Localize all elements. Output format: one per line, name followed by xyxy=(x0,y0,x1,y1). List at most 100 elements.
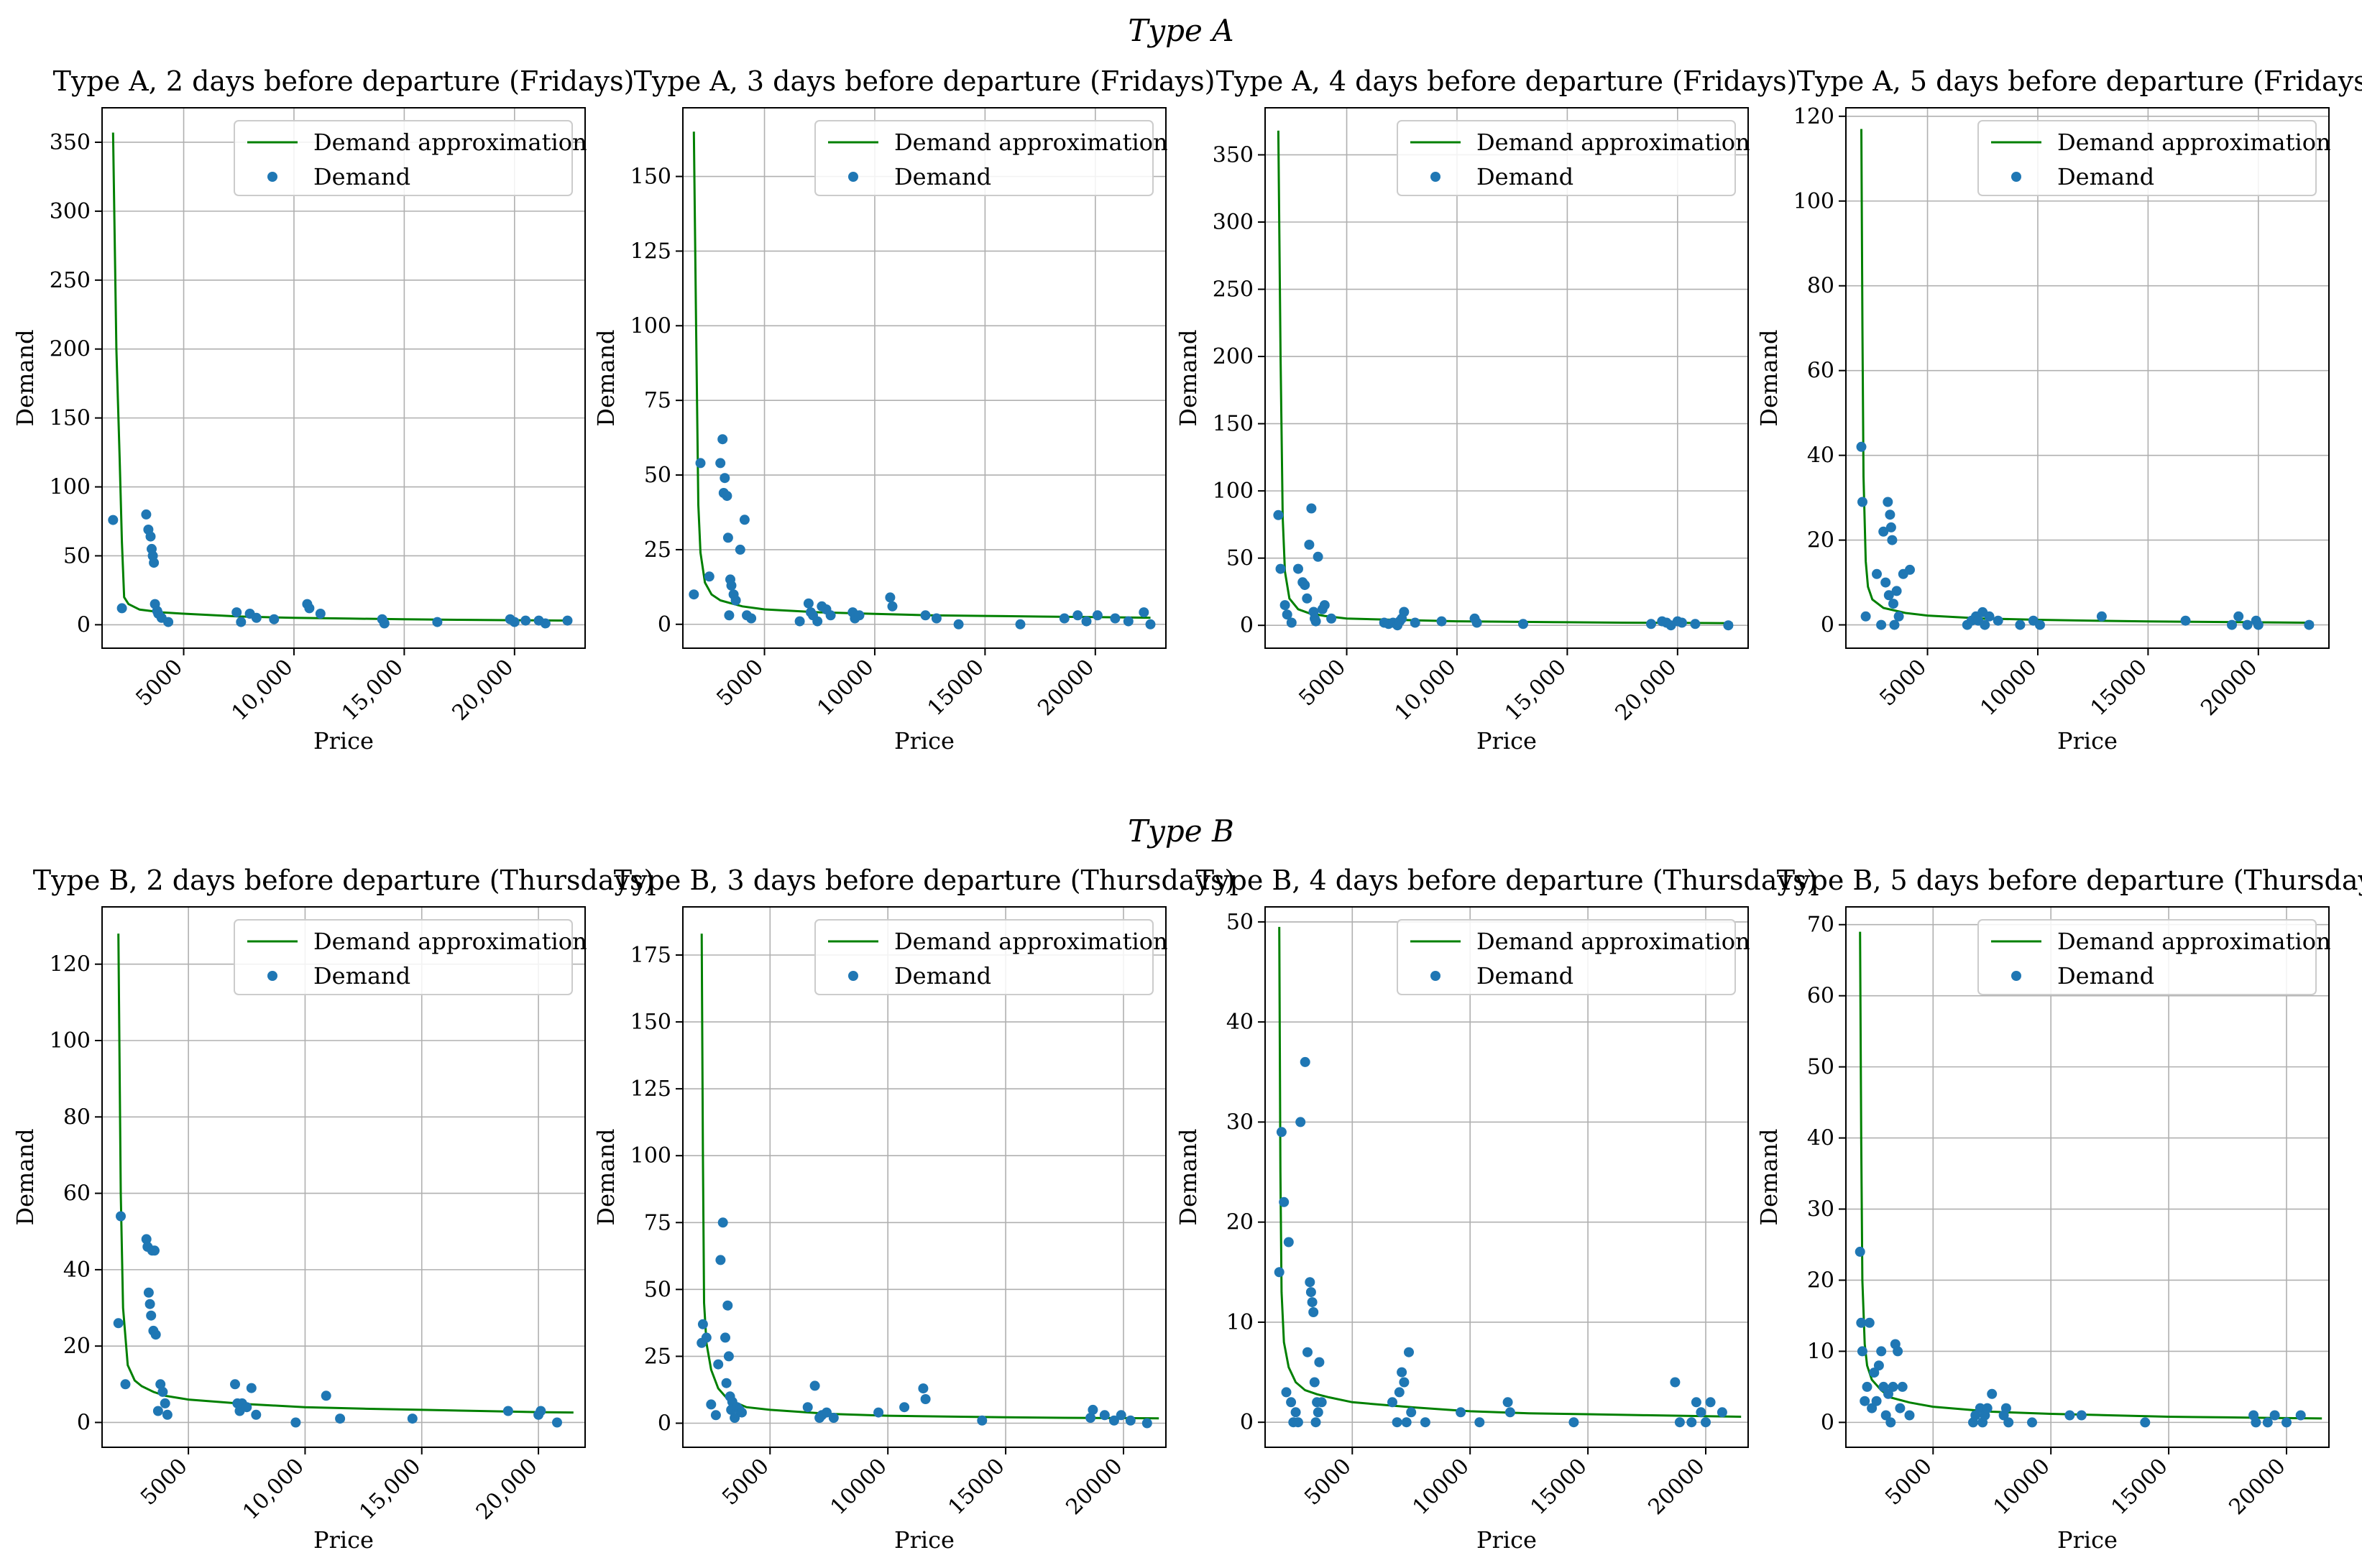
y-tick-label: 100 xyxy=(630,1143,671,1168)
legend-label-demand: Demand xyxy=(1476,962,1573,990)
data-point xyxy=(2253,619,2264,630)
data-point xyxy=(1059,613,1070,624)
data-point xyxy=(1856,1317,1867,1328)
data-point xyxy=(1876,1346,1887,1357)
data-point xyxy=(1883,590,1894,601)
data-point xyxy=(432,617,443,627)
data-point xyxy=(1717,1407,1727,1418)
data-point xyxy=(899,1402,910,1413)
data-point xyxy=(116,603,127,614)
data-point xyxy=(701,1332,712,1343)
y-tick-label: 125 xyxy=(630,239,671,264)
data-point xyxy=(854,610,865,621)
data-point xyxy=(920,610,931,621)
data-point xyxy=(715,458,726,469)
y-tick-label: 120 xyxy=(50,952,91,977)
y-tick-label: 80 xyxy=(63,1104,91,1130)
data-point xyxy=(155,1379,166,1390)
x-tick-label: 10000 xyxy=(1975,655,2041,721)
series-line-demand-approximation xyxy=(1278,926,1742,1418)
y-tick-label: 100 xyxy=(1213,479,1254,504)
data-point xyxy=(1885,1417,1896,1428)
y-tick-label: 100 xyxy=(50,475,91,500)
legend-label-demand-approximation: Demand approximation xyxy=(1476,129,1750,156)
data-point xyxy=(1139,607,1149,618)
y-tick-label: 10 xyxy=(1226,1310,1254,1335)
y-tick-label: 0 xyxy=(1240,613,1254,638)
data-point xyxy=(1274,1267,1285,1278)
data-point xyxy=(1855,1246,1865,1257)
data-point xyxy=(162,1409,173,1420)
data-point xyxy=(1314,1357,1325,1368)
legend-box xyxy=(1977,919,2317,995)
chart-title: Type A, 3 days before departure (Fridays… xyxy=(634,65,1216,97)
axes-frame xyxy=(1264,107,1749,649)
axes-frame xyxy=(101,906,586,1448)
data-point xyxy=(407,1413,418,1424)
data-point xyxy=(1279,600,1290,611)
y-tick-label: 0 xyxy=(77,1410,91,1435)
data-point xyxy=(113,1318,124,1329)
y-tick-label: 25 xyxy=(644,538,671,563)
y-tick-label: 25 xyxy=(644,1344,671,1369)
legend-box xyxy=(1977,120,2317,196)
data-point xyxy=(1116,1410,1126,1421)
x-tick-label: 20,000 xyxy=(1610,655,1681,726)
y-tick-label: 0 xyxy=(1821,1410,1834,1435)
x-tick-label: 5000 xyxy=(712,655,768,711)
data-point xyxy=(2242,619,2253,630)
legend-box xyxy=(1397,919,1736,995)
data-point xyxy=(1993,615,2003,626)
data-point xyxy=(1108,1415,1119,1426)
data-point xyxy=(1015,619,1026,629)
legend-label-demand-approximation: Demand approximation xyxy=(894,928,1168,955)
data-point xyxy=(1568,1417,1579,1428)
data-point xyxy=(1275,563,1286,574)
data-point xyxy=(1293,563,1303,574)
data-point xyxy=(2064,1410,2075,1421)
data-point xyxy=(1471,617,1482,628)
x-tick-label: 15,000 xyxy=(354,1454,426,1525)
data-point xyxy=(2000,1403,2011,1413)
data-point xyxy=(1878,1381,1889,1392)
y-tick-label: 50 xyxy=(63,543,91,568)
data-point xyxy=(715,1255,726,1265)
x-tick-label: 15000 xyxy=(944,1454,1010,1520)
y-tick-label: 200 xyxy=(50,337,91,362)
series-line-demand-approximation xyxy=(117,933,574,1414)
y-tick-label: 50 xyxy=(644,1277,671,1302)
y-tick-label: 120 xyxy=(1793,104,1834,129)
data-point xyxy=(722,491,732,502)
data-point xyxy=(321,1391,331,1401)
data-point xyxy=(1864,1317,1875,1328)
y-tick-label: 50 xyxy=(1226,546,1254,571)
data-point xyxy=(149,558,160,568)
legend-label-demand: Demand xyxy=(1476,163,1573,190)
data-point xyxy=(141,509,152,520)
axes-frame xyxy=(1845,906,2330,1448)
data-point xyxy=(1302,1347,1313,1357)
data-point xyxy=(1326,613,1337,624)
data-point xyxy=(1888,599,1898,609)
y-tick-label: 30 xyxy=(1226,1110,1254,1135)
data-point xyxy=(1723,620,1734,631)
data-point xyxy=(1857,497,1867,507)
data-point xyxy=(825,610,836,621)
data-point xyxy=(697,1319,708,1329)
data-point xyxy=(251,1409,262,1420)
data-point xyxy=(689,589,699,600)
data-point xyxy=(1867,1403,1878,1413)
x-tick-label: 10000 xyxy=(812,655,878,721)
legend-label-demand: Demand xyxy=(313,163,410,190)
data-point xyxy=(144,1299,155,1309)
data-point xyxy=(1871,1396,1882,1406)
data-point xyxy=(794,616,805,627)
y-tick-label: 150 xyxy=(630,1010,671,1035)
x-axis-label: Price xyxy=(894,1526,955,1554)
chart-panel-5: Type B, 2 days before departure (Thursda… xyxy=(12,864,654,1554)
data-point xyxy=(157,1386,168,1397)
legend-label-demand-approximation: Demand approximation xyxy=(1476,928,1750,955)
x-tick-label: 15000 xyxy=(2086,655,2152,721)
data-point xyxy=(1857,1346,1867,1357)
data-point xyxy=(1980,619,1990,630)
